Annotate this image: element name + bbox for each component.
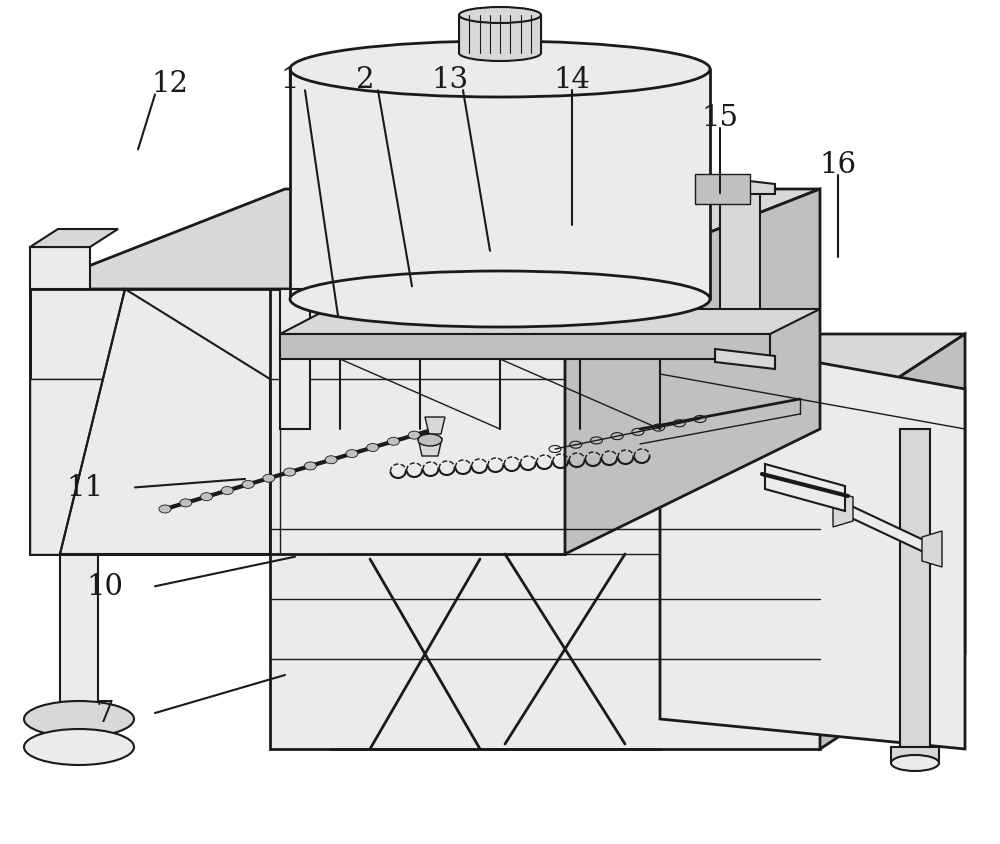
Ellipse shape bbox=[263, 474, 275, 483]
Polygon shape bbox=[280, 289, 310, 430]
Ellipse shape bbox=[242, 481, 254, 489]
Text: 13: 13 bbox=[431, 66, 469, 95]
Polygon shape bbox=[820, 334, 965, 749]
Ellipse shape bbox=[180, 500, 192, 507]
Polygon shape bbox=[715, 349, 775, 370]
Polygon shape bbox=[660, 334, 965, 749]
Polygon shape bbox=[280, 310, 820, 334]
Polygon shape bbox=[30, 230, 118, 247]
Polygon shape bbox=[60, 555, 98, 719]
Text: 12: 12 bbox=[152, 70, 189, 99]
Polygon shape bbox=[30, 380, 270, 555]
Text: 7: 7 bbox=[96, 699, 114, 728]
Text: 16: 16 bbox=[819, 150, 857, 179]
Polygon shape bbox=[720, 190, 760, 354]
Text: 11: 11 bbox=[67, 473, 104, 502]
Polygon shape bbox=[715, 178, 775, 195]
Ellipse shape bbox=[159, 506, 171, 513]
Text: 1: 1 bbox=[281, 66, 299, 95]
Ellipse shape bbox=[24, 701, 134, 737]
Polygon shape bbox=[922, 532, 942, 567]
Polygon shape bbox=[270, 430, 820, 749]
Ellipse shape bbox=[418, 435, 442, 446]
Polygon shape bbox=[30, 289, 565, 555]
Polygon shape bbox=[695, 175, 750, 205]
Polygon shape bbox=[60, 289, 270, 555]
Ellipse shape bbox=[290, 42, 710, 98]
Polygon shape bbox=[30, 190, 820, 289]
Polygon shape bbox=[765, 464, 845, 511]
Polygon shape bbox=[891, 747, 939, 763]
Polygon shape bbox=[833, 491, 853, 528]
Ellipse shape bbox=[24, 729, 134, 766]
Ellipse shape bbox=[387, 438, 399, 446]
Polygon shape bbox=[280, 334, 770, 360]
Ellipse shape bbox=[284, 468, 296, 477]
Ellipse shape bbox=[201, 493, 213, 501]
Ellipse shape bbox=[408, 431, 420, 440]
Text: 14: 14 bbox=[554, 66, 590, 95]
Ellipse shape bbox=[429, 425, 441, 434]
Ellipse shape bbox=[459, 46, 541, 62]
Polygon shape bbox=[290, 70, 710, 300]
Polygon shape bbox=[845, 503, 930, 555]
Ellipse shape bbox=[891, 755, 939, 771]
Ellipse shape bbox=[304, 463, 316, 470]
Polygon shape bbox=[459, 16, 541, 54]
Text: 2: 2 bbox=[356, 66, 374, 95]
Ellipse shape bbox=[346, 450, 358, 458]
Ellipse shape bbox=[325, 457, 337, 464]
Polygon shape bbox=[900, 430, 930, 747]
Polygon shape bbox=[30, 289, 270, 555]
Polygon shape bbox=[43, 719, 115, 747]
Text: 10: 10 bbox=[87, 572, 124, 601]
Ellipse shape bbox=[221, 487, 233, 495]
Ellipse shape bbox=[459, 8, 541, 24]
Polygon shape bbox=[418, 439, 442, 457]
Ellipse shape bbox=[290, 272, 710, 327]
Text: 15: 15 bbox=[702, 104, 738, 133]
Polygon shape bbox=[565, 190, 820, 555]
Polygon shape bbox=[30, 247, 90, 289]
Polygon shape bbox=[425, 418, 445, 435]
Ellipse shape bbox=[367, 444, 379, 452]
Polygon shape bbox=[270, 334, 965, 430]
